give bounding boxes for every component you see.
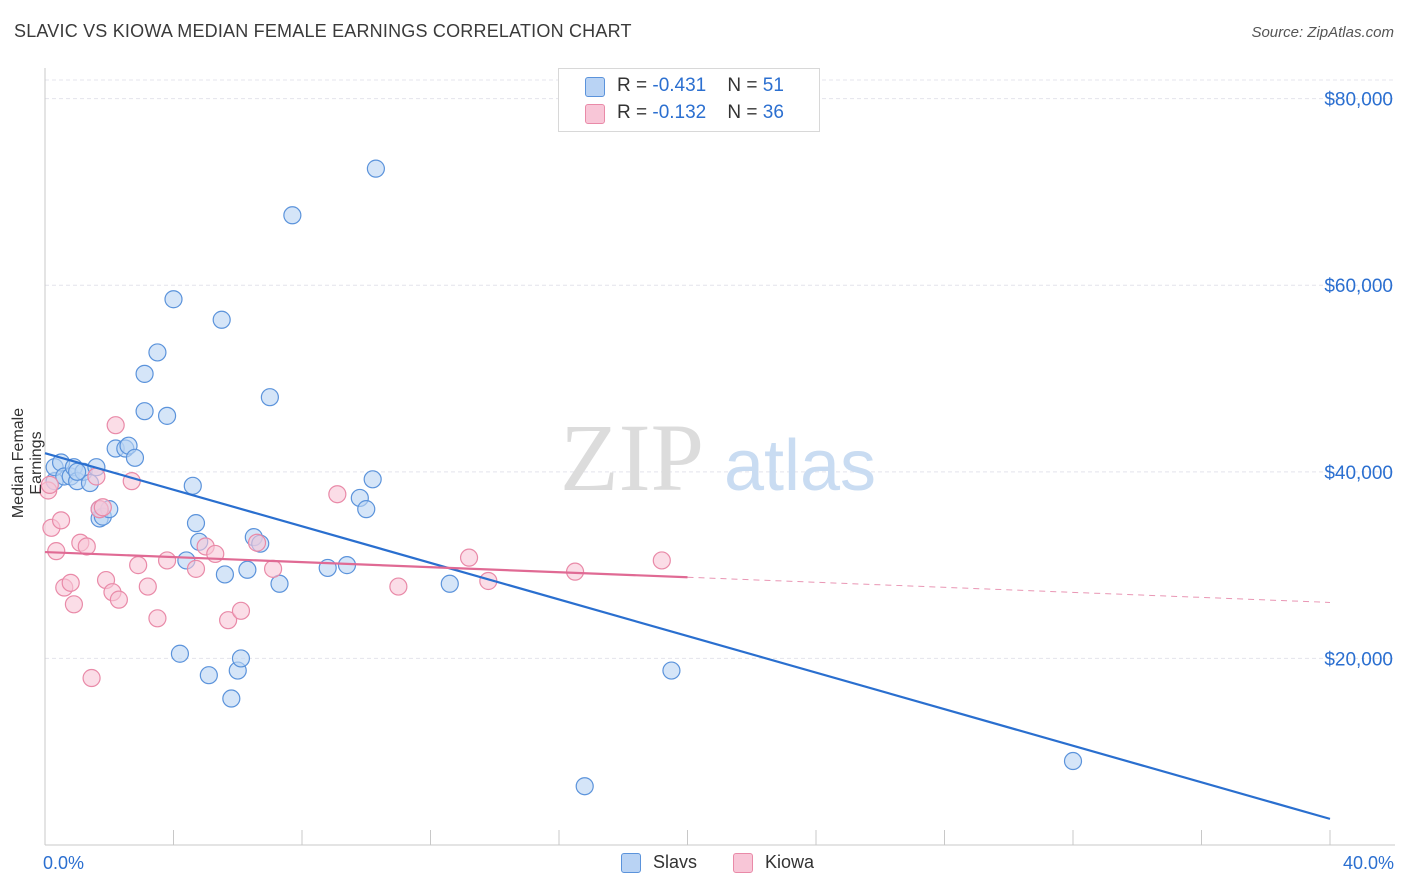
data-point-slavs — [170, 644, 190, 663]
data-point-slavs — [125, 448, 145, 467]
data-point-slavs — [199, 666, 218, 685]
data-point-kiowa — [61, 573, 80, 592]
data-point-slavs — [238, 560, 257, 579]
data-point-slavs — [148, 343, 167, 362]
data-point-slavs — [135, 402, 154, 421]
source-label: Source: ZipAtlas.com — [1251, 24, 1394, 41]
data-point-kiowa — [186, 559, 206, 578]
x-tick-label: 40.0% — [1343, 853, 1394, 873]
y-axis-label: Median Female Earnings — [10, 407, 45, 519]
data-point-slavs — [157, 406, 177, 425]
data-point-kiowa — [138, 577, 157, 596]
data-point-kiowa — [40, 475, 59, 494]
legend-r-label: R = — [617, 75, 653, 96]
data-point-slavs — [231, 649, 251, 668]
watermark-atlas: atlas — [724, 426, 876, 506]
data-point-slavs — [363, 470, 382, 489]
data-point-slavs — [183, 476, 202, 495]
data-point-slavs — [283, 206, 302, 225]
data-point-slavs — [164, 290, 183, 309]
data-point-kiowa — [263, 559, 283, 578]
trend-lines — [44, 452, 1331, 820]
data-point-kiowa — [47, 542, 66, 561]
data-point-slavs — [1063, 751, 1083, 771]
legend-n-label: N = — [727, 75, 763, 96]
legend-label-slavs: Slavs — [653, 852, 698, 872]
chart-title: SLAVIC VS KIOWA MEDIAN FEMALE EARNINGS C… — [14, 21, 632, 41]
data-point-kiowa — [51, 511, 71, 530]
data-point-kiowa — [231, 601, 251, 620]
legend-label-kiowa: Kiowa — [765, 852, 815, 872]
legend-n-value: 51 — [762, 75, 784, 96]
data-point-slavs — [260, 388, 279, 407]
data-point-kiowa — [93, 498, 112, 517]
legend-swatch-kiowa — [585, 104, 605, 124]
legend-n-value: 36 — [762, 102, 784, 123]
y-tick-label: $20,000 — [1324, 649, 1393, 670]
data-point-slavs — [662, 661, 681, 680]
data-point-slavs — [135, 364, 154, 383]
legend-swatch-kiowa — [733, 853, 753, 873]
data-point-kiowa — [77, 537, 96, 556]
y-tick-label: $80,000 — [1324, 90, 1393, 111]
legend-swatch-slavs — [585, 77, 605, 97]
trend-line-kiowa — [687, 576, 1331, 603]
legend-swatch-slavs — [621, 853, 641, 873]
data-point-kiowa — [64, 595, 84, 614]
data-point-kiowa — [82, 668, 101, 688]
legend-n-label: N = — [727, 102, 763, 123]
data-point-slavs — [357, 500, 376, 519]
data-points — [39, 159, 1083, 796]
legend-r-value: -0.132 — [652, 102, 707, 123]
data-point-kiowa — [328, 485, 347, 504]
data-point-slavs — [366, 159, 385, 178]
data-point-slavs — [215, 565, 234, 584]
legend-top: R = -0.431 N = 51 R = -0.132 N = 36 — [558, 68, 820, 132]
data-point-kiowa — [106, 416, 125, 435]
y-tick-label: $40,000 — [1324, 463, 1393, 484]
data-point-kiowa — [459, 548, 479, 567]
data-point-slavs — [440, 574, 459, 593]
data-point-kiowa — [652, 551, 671, 570]
data-point-kiowa — [219, 611, 238, 630]
legend-r-label: R = — [617, 102, 653, 123]
data-point-slavs — [212, 310, 231, 329]
data-point-kiowa — [247, 533, 267, 552]
axes — [44, 68, 1395, 846]
trend-line-slavs — [44, 452, 1331, 820]
data-point-slavs — [186, 514, 206, 533]
data-point-kiowa — [129, 556, 148, 575]
data-point-kiowa — [157, 551, 177, 570]
data-point-slavs — [222, 689, 241, 708]
data-point-slavs — [575, 777, 594, 796]
y-tick-label: $60,000 — [1324, 276, 1393, 297]
x-tick-label: 0.0% — [43, 853, 84, 873]
tick-labels: $20,000 $40,000 $60,000 $80,000 0.0% 40.0% — [43, 90, 1394, 873]
data-point-kiowa — [109, 590, 128, 609]
data-point-kiowa — [389, 577, 408, 596]
data-point-kiowa — [148, 609, 167, 628]
trend-line-kiowa — [44, 550, 688, 579]
watermark-zip: ZIP — [560, 404, 704, 511]
data-point-slavs — [68, 462, 87, 481]
legend-r-value: -0.431 — [652, 75, 707, 96]
